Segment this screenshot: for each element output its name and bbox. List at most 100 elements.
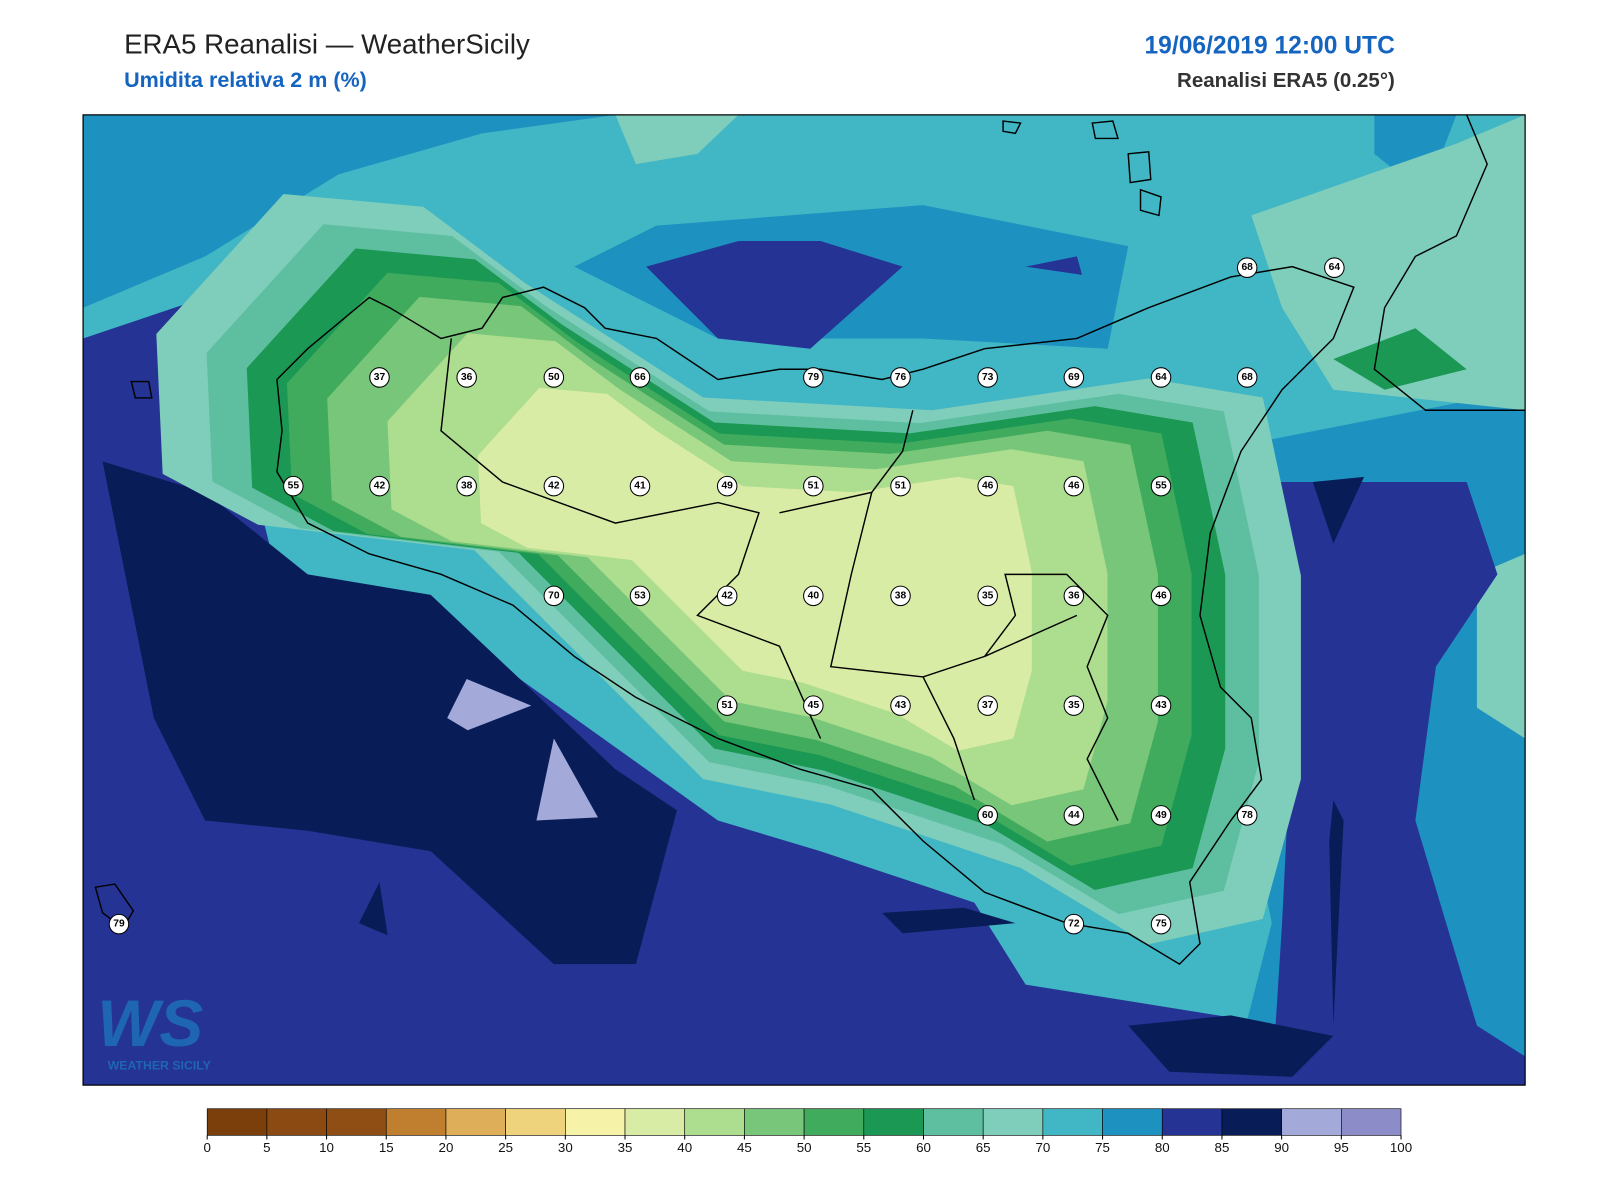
station-value: 36 bbox=[461, 372, 473, 383]
colorbar-tick-label: 90 bbox=[1274, 1140, 1289, 1155]
station-marker bbox=[977, 695, 998, 716]
colorbar-segment bbox=[744, 1108, 805, 1136]
station-value: 78 bbox=[1241, 810, 1253, 821]
station-value: 43 bbox=[895, 700, 907, 711]
humidity-band bbox=[102, 461, 677, 965]
station-marker bbox=[1063, 475, 1085, 497]
station-marker bbox=[1150, 805, 1172, 826]
colorbar-segment bbox=[1341, 1108, 1402, 1136]
logo-name: WEATHER SICILY bbox=[108, 1059, 211, 1073]
colorbar-tick-label: 5 bbox=[263, 1140, 270, 1155]
station-value: 69 bbox=[1068, 372, 1080, 383]
colorbar-segment bbox=[863, 1108, 924, 1136]
station-marker bbox=[108, 913, 130, 935]
station-marker bbox=[716, 585, 738, 607]
humidity-band bbox=[1476, 553, 1526, 739]
station-value: 35 bbox=[982, 590, 994, 601]
humidity-band bbox=[358, 882, 388, 936]
colorbar-segment bbox=[266, 1108, 327, 1136]
station-marker bbox=[456, 475, 477, 497]
station-value: 38 bbox=[895, 590, 907, 601]
station-marker bbox=[1150, 695, 1172, 716]
station-marker bbox=[629, 367, 651, 388]
station-marker bbox=[543, 585, 565, 607]
colorbar-segment bbox=[206, 1108, 268, 1136]
colorbar-tick-label: 50 bbox=[797, 1140, 812, 1155]
station-value: 70 bbox=[548, 590, 560, 601]
station-marker bbox=[543, 475, 565, 497]
station-marker bbox=[629, 585, 651, 607]
station-value: 76 bbox=[895, 372, 907, 383]
colorbar-tick-label: 75 bbox=[1095, 1140, 1110, 1155]
colorbar-tick-label: 30 bbox=[558, 1140, 573, 1155]
station-marker bbox=[890, 695, 911, 716]
station-marker bbox=[1150, 913, 1172, 935]
station-value: 68 bbox=[1241, 372, 1253, 383]
station-value: 75 bbox=[1155, 919, 1167, 930]
humidity-band bbox=[1333, 328, 1467, 390]
title: ERA5 Reanalisi — WeatherSicily bbox=[124, 28, 530, 59]
humidity-band bbox=[615, 114, 739, 165]
colorbar-tick-label: 95 bbox=[1334, 1140, 1349, 1155]
station-value: 66 bbox=[634, 372, 646, 383]
station-marker bbox=[1063, 913, 1085, 935]
colorbar-segment bbox=[803, 1108, 865, 1136]
colorbar-segment bbox=[1042, 1108, 1103, 1136]
station-value: 37 bbox=[982, 700, 994, 711]
station-marker bbox=[977, 805, 998, 826]
colorbar-tick-label: 20 bbox=[439, 1140, 454, 1155]
colorbar-tick-label: 0 bbox=[203, 1140, 210, 1155]
station-marker bbox=[369, 367, 390, 388]
station-value: 79 bbox=[113, 919, 125, 930]
station-value: 64 bbox=[1329, 262, 1341, 273]
humidity-band bbox=[83, 114, 616, 308]
colorbar-tick-label: 15 bbox=[379, 1140, 394, 1155]
islands bbox=[94, 120, 1162, 930]
station-marker bbox=[369, 475, 390, 497]
colorbar-tick-label: 55 bbox=[856, 1140, 871, 1155]
humidity-band bbox=[1128, 1015, 1334, 1077]
station-marker bbox=[629, 475, 651, 497]
station-value: 41 bbox=[634, 481, 646, 492]
logo: WS WEATHER SICILY bbox=[97, 987, 210, 1073]
colorbar-tick-label: 65 bbox=[976, 1140, 991, 1155]
station-marker bbox=[803, 475, 824, 497]
station-value: 46 bbox=[1068, 481, 1080, 492]
station-value: 55 bbox=[1155, 481, 1167, 492]
station-value: 49 bbox=[1155, 810, 1167, 821]
humidity-band bbox=[1374, 114, 1457, 195]
colorbar-tick-label: 70 bbox=[1035, 1140, 1050, 1155]
station-marker bbox=[456, 367, 477, 388]
station-value: 45 bbox=[808, 700, 820, 711]
station-value: 51 bbox=[895, 481, 907, 492]
station-marker bbox=[1236, 367, 1258, 388]
colorbar-tick-label: 10 bbox=[319, 1140, 334, 1155]
station-value: 35 bbox=[1068, 700, 1080, 711]
colorbar-segment bbox=[684, 1108, 745, 1136]
colorbar-tick-label: 25 bbox=[498, 1140, 513, 1155]
logo-mark: WS bbox=[97, 987, 203, 1060]
station-marker bbox=[890, 475, 911, 497]
colorbar-segment bbox=[445, 1108, 506, 1136]
station-marker bbox=[1150, 367, 1172, 388]
humidity-band bbox=[447, 678, 532, 731]
colorbar-tick-label: 80 bbox=[1155, 1140, 1170, 1155]
station-marker bbox=[1063, 585, 1085, 607]
station-value: 53 bbox=[634, 590, 646, 601]
sicily-coast bbox=[276, 265, 1355, 966]
station-marker bbox=[1063, 695, 1085, 716]
humidity-band bbox=[646, 241, 903, 349]
colorbar-segment bbox=[1281, 1108, 1342, 1136]
colorbar-tick-label: 35 bbox=[618, 1140, 633, 1155]
colorbar-segment bbox=[923, 1108, 984, 1136]
colorbar-tick-label: 40 bbox=[677, 1140, 692, 1155]
station-value: 55 bbox=[288, 481, 300, 492]
station-value: 68 bbox=[1241, 262, 1253, 273]
station-value: 79 bbox=[808, 372, 820, 383]
station-marker bbox=[1236, 257, 1258, 278]
station-value: 38 bbox=[461, 481, 473, 492]
station-value: 49 bbox=[721, 481, 733, 492]
station-marker bbox=[977, 475, 998, 497]
colorbar-segment bbox=[505, 1108, 566, 1136]
map-frame bbox=[82, 114, 1526, 1086]
